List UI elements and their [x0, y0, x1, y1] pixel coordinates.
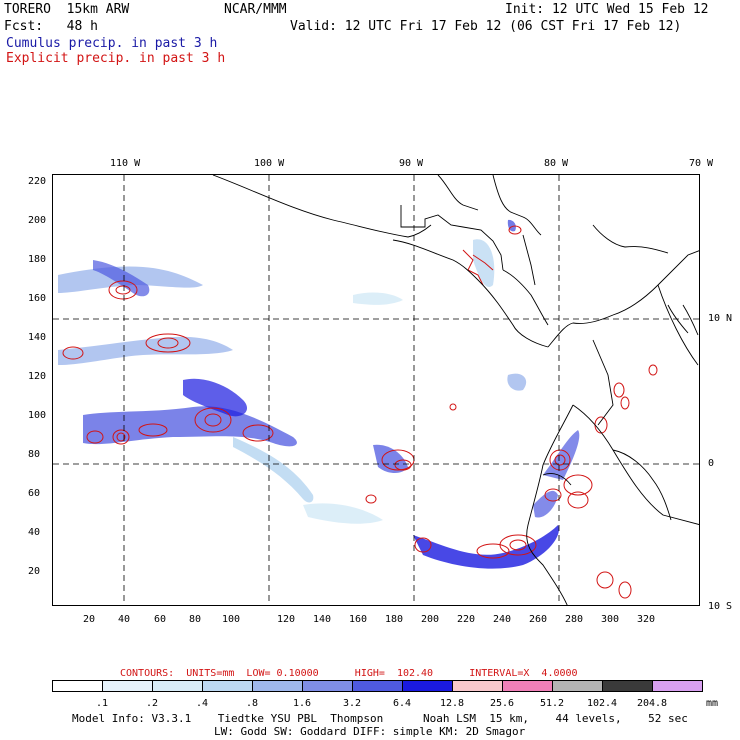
x-tick: 220 [457, 614, 476, 625]
model-title: TORERO 15km ARW [4, 2, 130, 17]
colorbar-swatch [502, 680, 553, 692]
y-tick: 20 [28, 566, 41, 577]
colorbar-swatch [152, 680, 203, 692]
lon-label-70w: 70 W [689, 158, 714, 169]
valid-time: Valid: 12 UTC Fri 17 Feb 12 (06 CST Fri … [290, 19, 682, 34]
lon-label-90w: 90 W [399, 158, 424, 169]
y-tick: 80 [28, 449, 41, 460]
colorbar-swatch [202, 680, 253, 692]
colorbar-label: 51.2 [539, 698, 565, 709]
x-tick: 180 [385, 614, 404, 625]
colorbar-swatch [602, 680, 653, 692]
colorbar-label: .4 [195, 698, 209, 709]
contour-legend-title: CONTOURS: UNITS=mm LOW= 0.10000 HIGH= 10… [120, 668, 578, 679]
lat-label-10s: 10 S [708, 601, 733, 612]
colorbar-swatch [302, 680, 353, 692]
x-tick: 120 [277, 614, 296, 625]
model-info-line: Model Info: V3.3.1 Tiedtke YSU PBL Thomp… [72, 712, 688, 725]
x-tick: 80 [189, 614, 202, 625]
explicit-line: Explicit precip. in past 3 h [6, 51, 226, 66]
y-tick: 120 [28, 371, 47, 382]
y-tick: 220 [28, 176, 47, 187]
lat-label-0: 0 [708, 458, 715, 469]
colorbar-label: .1 [95, 698, 109, 709]
precip-map [52, 174, 700, 606]
colorbar-label: .8 [245, 698, 259, 709]
physics-info-line: LW: Godd SW: Goddard DIFF: simple KM: 2D… [214, 725, 526, 738]
colorbar-label: 25.6 [489, 698, 515, 709]
map-canvas [53, 175, 699, 605]
lon-label-100w: 100 W [254, 158, 285, 169]
colorbar-label: 12.8 [439, 698, 465, 709]
x-tick: 160 [349, 614, 368, 625]
colorbar-label: .2 [145, 698, 159, 709]
colorbar-label: 204.8 [636, 698, 668, 709]
colorbar-swatch [652, 680, 703, 692]
y-tick: 180 [28, 254, 47, 265]
x-tick: 60 [154, 614, 167, 625]
colorbar-label: 6.4 [392, 698, 412, 709]
org-label: NCAR/MMM [224, 2, 287, 17]
cumulus-line: Cumulus precip. in past 3 h [6, 36, 218, 51]
colorbar-label: 3.2 [342, 698, 362, 709]
colorbar-swatch [452, 680, 503, 692]
colorbar-swatch [52, 680, 103, 692]
lon-label-110w: 110 W [110, 158, 141, 169]
colorbar-label: 102.4 [586, 698, 618, 709]
colorbar-swatch [352, 680, 403, 692]
y-tick: 140 [28, 332, 47, 343]
x-tick: 300 [601, 614, 620, 625]
cumulus-precip-shading [58, 219, 580, 569]
colorbar-label: 1.6 [292, 698, 312, 709]
lat-lon-grid [53, 175, 699, 605]
y-tick: 200 [28, 215, 47, 226]
x-tick: 20 [83, 614, 96, 625]
x-tick: 100 [222, 614, 241, 625]
colorbar-swatch [252, 680, 303, 692]
x-tick: 280 [565, 614, 584, 625]
x-tick: 320 [637, 614, 656, 625]
lon-label-80w: 80 W [544, 158, 569, 169]
x-tick: 200 [421, 614, 440, 625]
x-tick: 260 [529, 614, 548, 625]
colorbar-swatch [102, 680, 153, 692]
forecast-hour: Fcst: 48 h [4, 19, 98, 34]
colorbar-swatch [552, 680, 603, 692]
x-tick: 240 [493, 614, 512, 625]
explicit-precip-contours [62, 225, 658, 599]
colorbar-swatch [402, 680, 453, 692]
x-tick: 40 [118, 614, 131, 625]
lat-label-10n: 10 N [708, 313, 733, 324]
y-tick: 160 [28, 293, 47, 304]
y-tick: 40 [28, 527, 41, 538]
legend-units: mm [706, 698, 719, 709]
y-tick: 60 [28, 488, 41, 499]
y-tick: 100 [28, 410, 47, 421]
x-tick: 140 [313, 614, 332, 625]
init-time: Init: 12 UTC Wed 15 Feb 12 [505, 2, 709, 17]
coastlines [212, 175, 699, 605]
